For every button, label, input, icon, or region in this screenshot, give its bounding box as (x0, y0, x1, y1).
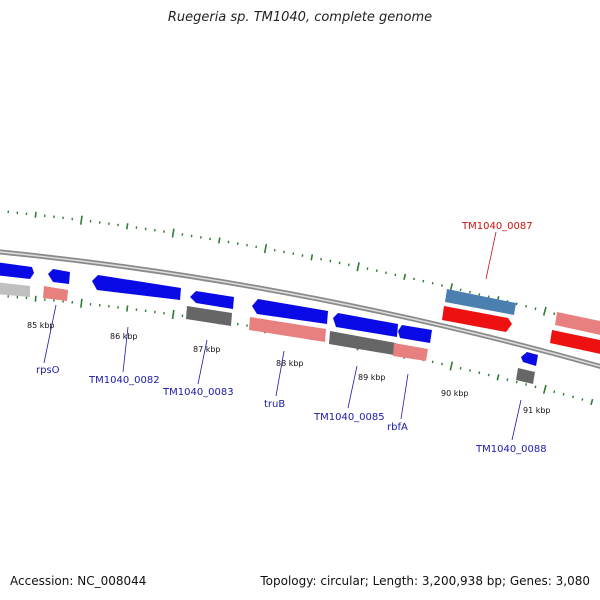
gene-arrow-TM1040_0083[interactable] (186, 306, 232, 326)
tick-mark (80, 298, 83, 308)
tick-mark (403, 273, 407, 280)
tick-mark (478, 371, 481, 375)
gene-arrow[interactable] (550, 330, 600, 355)
gene-label-TM1040_0085[interactable]: TM1040_0085 (313, 412, 385, 423)
tick-mark (310, 254, 314, 261)
tick-mark (413, 277, 415, 281)
tick-mark (366, 267, 369, 271)
tick-mark (525, 383, 528, 386)
tick-mark (534, 385, 537, 389)
tick-mark (441, 284, 443, 287)
tick-mark (218, 237, 221, 244)
kbp-label: 91 kbp (523, 406, 551, 415)
genome-summary-text: Topology: circular; Length: 3,200,938 bp… (260, 574, 590, 588)
gene-arrow[interactable] (333, 313, 398, 337)
gene-arrow[interactable] (445, 289, 516, 315)
tick-mark (469, 290, 471, 294)
tick-mark (34, 295, 37, 302)
tick-mark (356, 262, 360, 272)
tick-mark (126, 223, 129, 230)
tick-mark (590, 398, 594, 406)
gene-arrow-TM1040_0088[interactable] (516, 368, 535, 384)
gene-label-truB[interactable]: truB (264, 399, 285, 410)
tick-mark (236, 242, 239, 245)
gene-arrow-rbfA[interactable] (393, 343, 428, 361)
tick-mark (506, 378, 509, 381)
accession-text: Accession: NC_008044 (10, 574, 147, 588)
tick-mark (581, 398, 584, 401)
tick-mark (34, 211, 37, 218)
tick-mark (80, 215, 83, 225)
gene-arrow-truB[interactable] (249, 317, 326, 342)
gene-arrow-TM1040_0085[interactable] (329, 331, 396, 355)
kbp-labels: 85 kbp 86 kbp 87 kbp 88 kbp 89 kbp 90 kb… (27, 321, 551, 415)
tick-mark (562, 392, 565, 396)
tick-mark (515, 380, 518, 384)
gene-label-rbfA[interactable]: rbfA (387, 422, 408, 433)
gene-arrow-TM1040_0087[interactable] (442, 306, 512, 332)
gene-label-TM1040_0083[interactable]: TM1040_0083 (162, 387, 234, 398)
tick-mark (525, 304, 528, 308)
tick-mark (487, 373, 490, 377)
tick-mark (469, 369, 471, 372)
gene-label-TM1040_0087[interactable]: TM1040_0087 (461, 221, 533, 232)
map-title: Ruegeria sp. TM1040, complete genome (167, 10, 433, 25)
gene-arrow[interactable] (521, 352, 538, 366)
tick-mark (375, 269, 378, 273)
gene-arrow[interactable] (398, 325, 432, 343)
tick-mark (171, 228, 175, 238)
kbp-label: 90 kbp (441, 389, 469, 398)
tick-mark (347, 263, 350, 267)
tick-mark (515, 302, 518, 306)
kbp-label: 86 kbp (110, 332, 138, 341)
tick-mark (553, 312, 556, 316)
gene-arrow-TM1040_0082[interactable] (92, 275, 181, 300)
label-leaders (43, 231, 522, 441)
gene-arrow[interactable] (252, 299, 328, 324)
gene-arrow[interactable] (48, 269, 70, 284)
kbp-label: 87 kbp (193, 345, 221, 354)
tick-mark (534, 307, 537, 311)
gene-features (0, 262, 600, 384)
tick-mark (394, 273, 397, 277)
tick-mark (478, 293, 481, 296)
gene-label-TM1040_0088[interactable]: TM1040_0088 (475, 444, 547, 455)
tick-mark (126, 305, 129, 312)
gene-labels: rpsO TM1040_0082 TM1040_0083 truB TM1040… (36, 221, 547, 455)
gene-label-rpsO[interactable]: rpsO (36, 365, 60, 376)
tick-mark (449, 361, 454, 371)
gene-arrow-rpsO[interactable] (43, 286, 68, 301)
tick-mark (422, 279, 425, 283)
kbp-label: 85 kbp (27, 321, 55, 330)
kbp-label: 89 kbp (358, 373, 386, 382)
tick-mark (553, 390, 556, 394)
tick-mark (431, 360, 434, 364)
gene-arrow[interactable] (0, 262, 34, 279)
gene-arrow[interactable] (190, 291, 234, 309)
gene-arrow[interactable] (0, 282, 30, 297)
tick-mark (385, 271, 387, 275)
tick-mark (542, 384, 547, 394)
tick-mark (263, 243, 268, 254)
tick-mark (459, 366, 462, 370)
tick-mark (320, 257, 322, 261)
tick-mark (441, 362, 443, 366)
tick-mark (171, 309, 175, 320)
tick-mark (329, 259, 332, 263)
gene-label-TM1040_0082[interactable]: TM1040_0082 (88, 375, 160, 386)
tick-mark (572, 395, 574, 399)
tick-mark (496, 374, 500, 381)
genome-backbone (0, 249, 600, 369)
kbp-label: 88 kbp (276, 359, 304, 368)
gene-arrow[interactable] (555, 312, 600, 336)
tick-mark (459, 288, 462, 292)
tick-mark (292, 252, 295, 256)
tick-mark (431, 281, 434, 285)
tick-mark (542, 306, 547, 316)
